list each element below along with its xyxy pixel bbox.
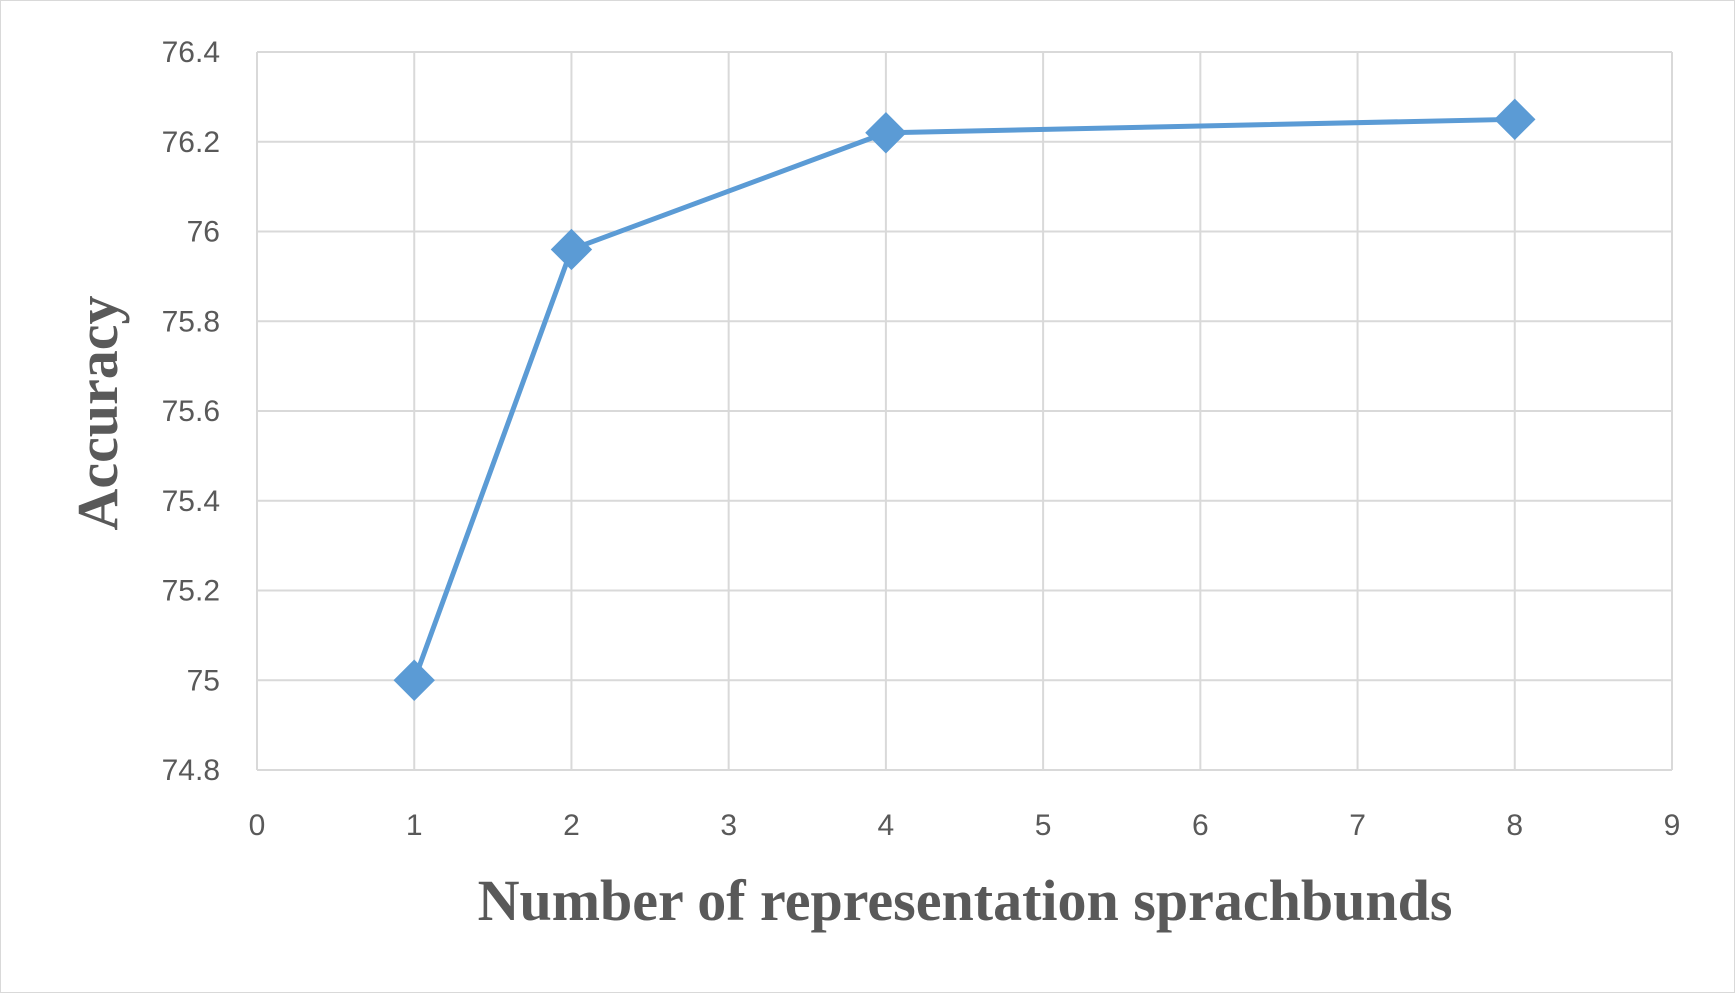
x-tick-label: 9 xyxy=(1664,809,1681,842)
data-point-marker xyxy=(865,112,907,154)
tick-labels: 74.8 75 75.2 75.4 75.6 75.8 76 76.2 76.4 0 1 2 3 4 5 6 7… xyxy=(162,36,1681,842)
x-tick-label: 6 xyxy=(1192,809,1209,842)
y-tick-label: 76.4 xyxy=(162,36,220,69)
gridlines xyxy=(256,51,1673,771)
y-tick-label: 75.6 xyxy=(162,395,220,428)
x-axis-title: Number of representation sprachbunds xyxy=(478,868,1453,933)
data-point-marker xyxy=(1494,98,1536,141)
x-tick-label: 2 xyxy=(563,809,580,842)
y-axis-title: Accuracy xyxy=(65,295,130,530)
y-tick-label: 75.2 xyxy=(162,575,220,608)
data-point-marker xyxy=(550,228,593,271)
x-tick-label: 8 xyxy=(1506,809,1523,842)
x-tick-label: 0 xyxy=(249,809,266,842)
y-tick-label: 75.8 xyxy=(162,305,220,338)
y-tick-label: 74.8 xyxy=(162,754,220,787)
series xyxy=(393,98,1536,701)
x-tick-label: 1 xyxy=(406,809,423,842)
data-point-marker xyxy=(393,659,435,701)
axes xyxy=(256,52,1672,771)
series-line xyxy=(411,116,1515,682)
y-tick-label: 76.2 xyxy=(162,126,220,159)
x-tick-label: 4 xyxy=(878,809,895,842)
y-tick-label: 76 xyxy=(187,216,220,249)
y-tick-label: 75 xyxy=(187,664,220,697)
x-tick-label: 5 xyxy=(1035,809,1052,842)
y-tick-label: 75.4 xyxy=(162,485,220,518)
x-tick-label: 3 xyxy=(720,809,737,842)
x-tick-label: 7 xyxy=(1349,809,1366,842)
